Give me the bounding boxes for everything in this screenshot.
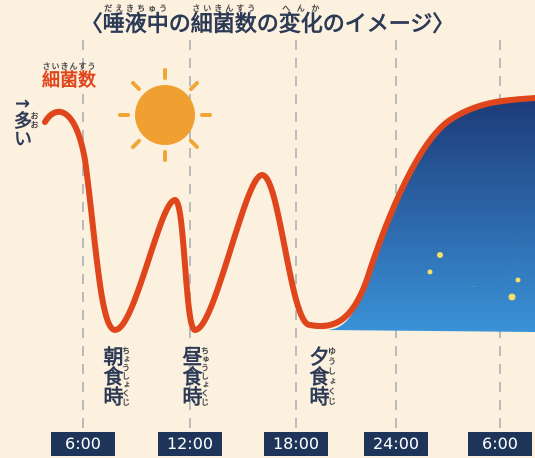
- high-suffix: い: [11, 129, 32, 148]
- title-text: のイメージ〉: [322, 12, 455, 37]
- meal-label: 昼食時ちゅうしょくじ: [177, 346, 210, 406]
- title-ruby-group: 細菌数さいきんすう: [190, 4, 257, 37]
- ruby: おお: [30, 111, 39, 130]
- meal-text: 夕食時: [306, 346, 330, 406]
- arrow: ↑: [11, 96, 32, 112]
- meal-label: 夕食時ゆうしょくじ: [304, 346, 337, 406]
- ruby: だえきちゅう: [102, 4, 169, 13]
- night-area: [325, 98, 535, 332]
- time-label: 24:00: [364, 432, 428, 456]
- title-ruby-group: 変化へんか: [278, 4, 323, 37]
- meal-text: 昼食時: [179, 346, 203, 406]
- axis-label: 細菌数さいきんすう: [42, 62, 96, 92]
- time-label: 18:00: [264, 432, 328, 456]
- meal-ruby-group: 昼食時ちゅうしょくじ: [179, 346, 210, 406]
- meal-ruby-group: 朝食時ちょうしょくじ: [100, 346, 131, 406]
- ruby: へんか: [278, 4, 323, 13]
- meal-ruby-group: 夕食時ゆうしょくじ: [306, 346, 337, 406]
- time-label: 6:00: [468, 432, 532, 456]
- bacteria-curve: [42, 95, 535, 334]
- ruby: さいきんすう: [42, 62, 96, 71]
- high-label: ↑多おおい: [8, 96, 39, 147]
- time-guides: [82, 40, 501, 430]
- title-text: の: [256, 12, 279, 37]
- title-text: 〈: [80, 12, 103, 37]
- title-text: の: [168, 12, 191, 37]
- title-text: 細菌数: [190, 12, 257, 37]
- ruby: ちょうしょくじ: [121, 346, 131, 406]
- title: 〈唾液中だえきちゅうの細菌数さいきんすうの変化へんかのイメージ〉: [0, 4, 535, 38]
- ruby: さいきんすう: [190, 4, 257, 13]
- title-text: 唾液中: [102, 12, 169, 37]
- ruby: ゆうしょくじ: [327, 346, 337, 406]
- time-label: 12:00: [158, 432, 222, 456]
- meal-text: 朝食時: [100, 346, 124, 406]
- axis-label-text: 細菌数: [42, 70, 96, 91]
- meal-label: 朝食時ちょうしょくじ: [98, 346, 131, 406]
- stars: [427, 252, 521, 301]
- ruby: ちゅうしょくじ: [200, 346, 210, 406]
- high-text: 多: [11, 111, 32, 130]
- sun: [118, 68, 212, 162]
- title-text: 変化: [278, 12, 323, 37]
- title-ruby-group: 唾液中だえきちゅう: [102, 4, 169, 37]
- time-label: 6:00: [51, 432, 115, 456]
